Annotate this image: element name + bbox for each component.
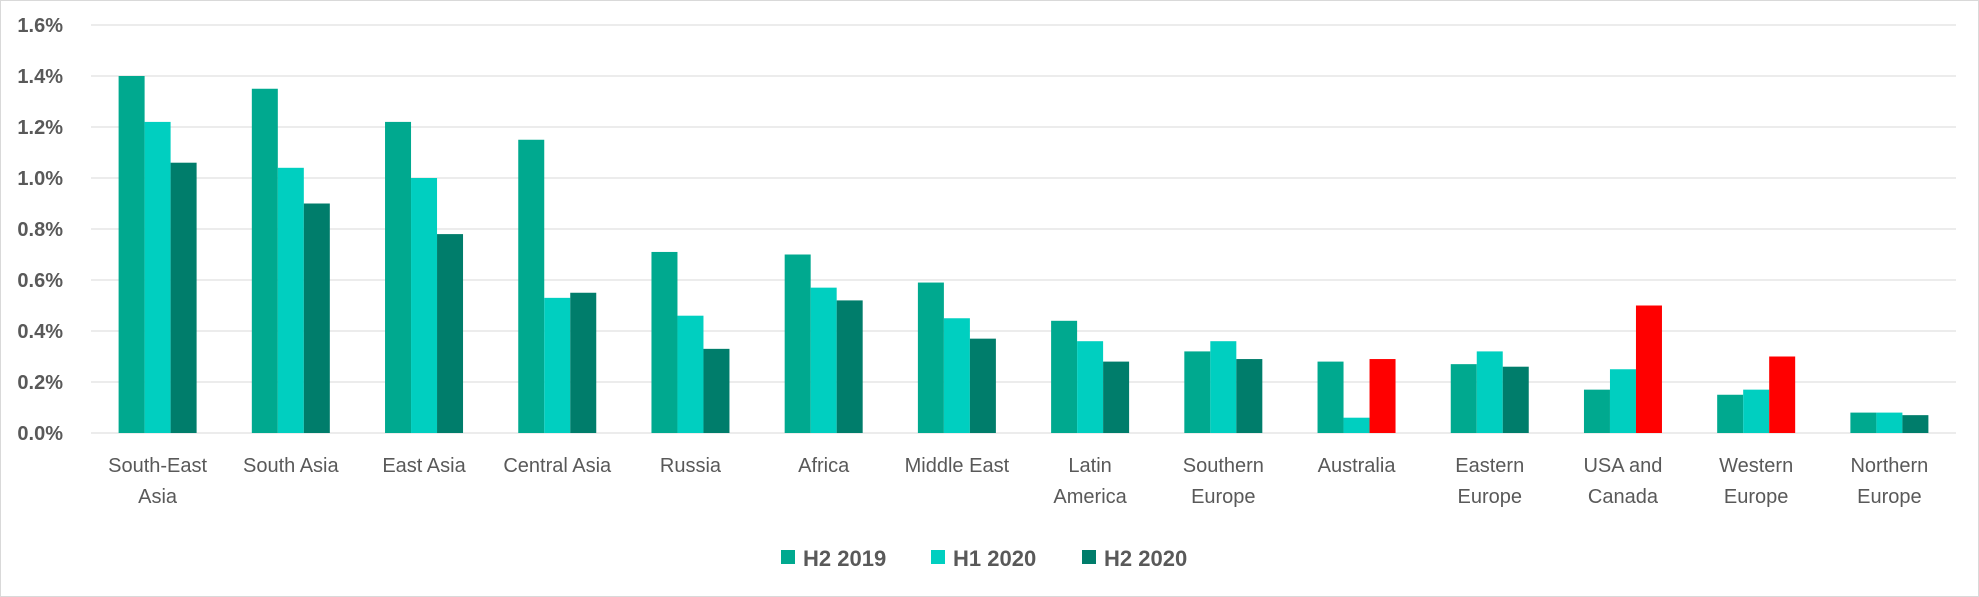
bar [836, 300, 863, 433]
bar [810, 287, 837, 433]
bar [544, 297, 571, 433]
y-tick-label: 1.0% [17, 168, 63, 190]
bar [1609, 369, 1636, 433]
bar [1077, 341, 1104, 433]
legend: H2 2019 H1 2020 H2 2020 [781, 546, 1187, 571]
y-tick-label: 0.4% [17, 321, 63, 343]
x-tick-label: Western [1719, 455, 1793, 477]
x-tick-label: Asia [138, 486, 178, 508]
x-tick-label: USA and [1583, 455, 1662, 477]
bar [1476, 351, 1503, 433]
bar [277, 167, 304, 434]
bar [943, 318, 970, 433]
x-tick-label: Europe [1458, 486, 1523, 508]
bar [251, 88, 278, 433]
y-tick-label: 0.2% [17, 372, 63, 394]
x-tick-label: Southern [1183, 455, 1264, 477]
bar [1450, 364, 1477, 433]
bar [1502, 366, 1529, 433]
x-tick-label: Europe [1191, 486, 1256, 508]
bar [917, 282, 944, 433]
y-tick-label: 0.6% [17, 270, 63, 292]
y-axis-ticks: 0.0% 0.2% 0.4% 0.6% 0.8% 1.0% 1.2% 1.4% 1.6% [17, 15, 63, 445]
bar [170, 162, 197, 433]
legend-swatch [1082, 550, 1096, 564]
x-tick-label: Russia [660, 455, 722, 477]
bar [1850, 412, 1877, 433]
legend-swatch [931, 550, 945, 564]
bar [703, 348, 730, 433]
legend-label: H1 2020 [953, 546, 1036, 571]
bar [1876, 412, 1903, 433]
bar [1317, 361, 1344, 433]
y-tick-label: 1.6% [17, 15, 63, 37]
x-tick-label: Australia [1318, 455, 1397, 477]
bar [1369, 359, 1396, 433]
gridlines [91, 24, 1956, 434]
bar [1743, 389, 1770, 433]
legend-swatch [781, 550, 795, 564]
y-tick-label: 0.0% [17, 423, 63, 445]
x-tick-label: Latin [1068, 455, 1111, 477]
bar [437, 234, 464, 433]
y-tick-label: 1.4% [17, 66, 63, 88]
bar [118, 76, 145, 433]
x-tick-label: Middle East [905, 455, 1010, 477]
bar [784, 254, 811, 433]
bars [118, 76, 1929, 434]
y-tick-label: 0.8% [17, 219, 63, 241]
bar [1236, 359, 1263, 433]
x-tick-label: Central Asia [503, 455, 612, 477]
bar [1635, 305, 1662, 433]
legend-label: H2 2019 [803, 546, 886, 571]
legend-label: H2 2020 [1104, 546, 1187, 571]
bar [677, 315, 704, 433]
bar [570, 292, 597, 433]
x-tick-label: Northern [1850, 455, 1928, 477]
x-axis-labels: South-East Asia South Asia East Asia Central… [108, 455, 1928, 508]
bar [1717, 394, 1744, 433]
x-tick-label: Eastern [1455, 455, 1524, 477]
bar [518, 139, 545, 433]
bar [1769, 356, 1796, 433]
bar [303, 203, 330, 433]
x-tick-label: Europe [1857, 486, 1922, 508]
x-tick-label: East Asia [382, 455, 466, 477]
bar [969, 338, 996, 433]
bar [1184, 351, 1211, 433]
bar [1343, 417, 1370, 433]
x-tick-label: America [1053, 486, 1127, 508]
bar [1103, 361, 1130, 433]
bar [144, 121, 171, 434]
x-tick-label: South Asia [243, 455, 340, 477]
bar [1583, 389, 1610, 433]
y-tick-label: 1.2% [17, 117, 63, 139]
bar [385, 121, 412, 434]
bar [651, 251, 678, 433]
bar [1210, 341, 1237, 433]
bar [1902, 415, 1929, 433]
x-tick-label: Africa [798, 455, 850, 477]
x-tick-label: Canada [1588, 486, 1659, 508]
x-tick-label: Europe [1724, 486, 1789, 508]
bar [1051, 320, 1078, 433]
x-tick-label: South-East [108, 455, 207, 477]
bar [411, 178, 438, 433]
